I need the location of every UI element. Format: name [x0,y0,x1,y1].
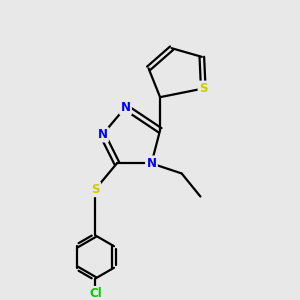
Text: S: S [91,183,100,196]
Text: N: N [146,157,156,170]
Text: N: N [98,128,107,141]
Text: N: N [121,101,130,114]
Text: Cl: Cl [89,287,102,300]
Text: S: S [199,82,208,95]
